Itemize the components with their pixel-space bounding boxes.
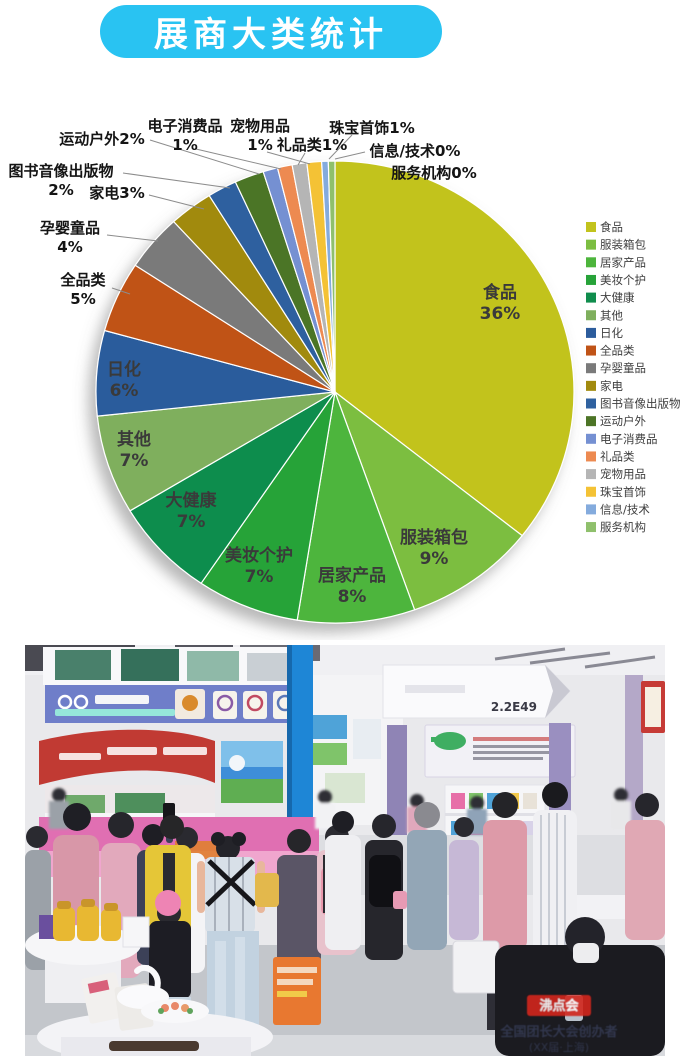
legend-item-15: 珠宝首饰 [586, 485, 646, 499]
leader-line-16 [334, 151, 366, 160]
slice-label-2: 居家产品 8% [318, 565, 386, 607]
legend-item-0: 食品 [586, 220, 623, 234]
legend-item-12: 电子消费品 [586, 432, 658, 446]
pie-slice-3 [200, 391, 336, 621]
person [533, 782, 577, 955]
legend-label-16: 信息/技术 [600, 502, 650, 516]
exhibition-photo: 2.2E49 [25, 645, 665, 1056]
slice-label-14: 宠物用品 1% [230, 117, 290, 154]
leader-line-8 [106, 234, 159, 242]
display-table-large [37, 964, 273, 1056]
legend-label-13: 礼品类 [600, 449, 635, 463]
slice-label-6: 日化 6% [107, 359, 141, 401]
person [365, 814, 407, 960]
pie-slice-17 [327, 160, 336, 393]
pie-slice-1 [334, 391, 523, 611]
leader-line-15 [328, 134, 353, 160]
legend-item-5: 其他 [586, 308, 623, 322]
legend-item-11: 运动户外 [586, 414, 646, 428]
slice-label-0: 食品 36% [480, 282, 521, 324]
legend-label-15: 珠宝首饰 [600, 485, 646, 499]
booth-number: 2.2E49 [491, 700, 537, 714]
legend-label-2: 居家产品 [600, 255, 646, 269]
leader-line-7 [111, 287, 131, 295]
pie-slice-5 [96, 391, 336, 512]
legend-item-10: 图书音像出版物 [586, 397, 681, 411]
slice-label-5: 其他 7% [117, 429, 151, 471]
person [407, 802, 447, 950]
legend-item-8: 孕婴童品 [586, 361, 646, 375]
person [255, 829, 321, 1025]
page-title: 展商大类统计 [100, 5, 442, 58]
pie-slice-4 [129, 391, 336, 584]
watermark-line1: 全国团长大会创办者 [499, 1024, 617, 1040]
legend-label-17: 服务机构 [600, 520, 646, 534]
slice-label-17: 服务机构0% [391, 164, 476, 182]
slice-label-11: 运动户外2% [59, 130, 144, 148]
leader-line-10 [122, 172, 231, 189]
slice-label-10: 图书音像出版物 2% [8, 162, 113, 199]
leader-line-11 [149, 139, 260, 175]
leader-line-9 [148, 194, 205, 210]
slice-label-7: 全品类 5% [59, 271, 106, 308]
legend-label-9: 家电 [600, 379, 623, 393]
legend-item-16: 信息/技术 [586, 502, 650, 516]
slice-label-13: 礼品类1% [277, 136, 347, 154]
pie-slice-2 [296, 391, 416, 624]
legend-item-2: 居家产品 [586, 255, 646, 269]
legend-item-1: 服装箱包 [586, 238, 646, 252]
slice-label-3: 美妆个护 7% [225, 545, 293, 587]
red-banner [39, 729, 215, 785]
person [449, 817, 479, 940]
legend-item-9: 家电 [586, 379, 623, 393]
pie-leader-lines [106, 134, 366, 295]
slice-label-4: 大健康 7% [166, 490, 218, 532]
legend-label-3: 美妆个护 [600, 273, 646, 287]
legend-label-1: 服装箱包 [600, 238, 646, 252]
watermark-line2: (XX届·上海) [529, 1040, 589, 1054]
slice-label-16: 信息/技术0% [370, 142, 461, 160]
legend-label-8: 孕婴童品 [600, 361, 646, 375]
person [325, 811, 361, 950]
legend-label-7: 全品类 [600, 344, 635, 358]
blue-poster [221, 741, 283, 803]
legend-item-6: 日化 [586, 326, 623, 340]
slice-label-8: 孕婴童品 4% [40, 219, 100, 256]
pie-slice-0 [334, 160, 575, 537]
legend-label-12: 电子消费品 [600, 432, 658, 446]
legend-item-3: 美妆个护 [586, 273, 646, 287]
pie-labels: 食品 36% 服装箱包 9% 居家产品 8% 美妆个护 7%大健康 7% 其他 7% 日化 6% 全品类 5… [8, 117, 520, 607]
page-title-text: 展商大类统计 [154, 15, 388, 55]
watermark-badge-text: 沸点会 [539, 998, 579, 1014]
chart-legend: 食品服装箱包居家产品美妆个护大健康其他日化全品类孕婴童品家电图书音像出版物运动户… [586, 220, 681, 534]
legend-item-17: 服务机构 [586, 520, 646, 534]
legend-label-4: 大健康 [600, 291, 635, 305]
leader-line-12 [195, 148, 282, 170]
arrow-sign: 2.2E49 [382, 664, 571, 719]
booth-left [43, 647, 303, 723]
legend-item-14: 宠物用品 [586, 467, 646, 481]
slice-label-1: 服装箱包 9% [400, 527, 468, 569]
slice-label-12: 电子消费品 1% [147, 117, 222, 154]
legend-label-11: 运动户外 [600, 414, 646, 428]
pie-chart: 食品 36% 服装箱包 9% 居家产品 8% 美妆个护 7%大健康 7% 其他 7% 日化 6% 全品类 5… [8, 117, 681, 624]
slice-label-15: 珠宝首饰1% [329, 119, 414, 137]
slice-label-9: 家电3% [89, 184, 144, 202]
legend-item-7: 全品类 [586, 344, 635, 358]
legend-item-13: 礼品类 [586, 449, 635, 463]
legend-item-4: 大健康 [586, 291, 635, 305]
leader-line-13 [297, 152, 306, 166]
legend-label-5: 其他 [600, 308, 623, 322]
legend-label-14: 宠物用品 [600, 467, 646, 481]
legend-label-6: 日化 [600, 326, 623, 340]
photo-watermark: 沸点会 全国团长大会创办者 (XX届·上海) [499, 995, 618, 1054]
legend-label-0: 食品 [600, 220, 623, 234]
pie-slices [95, 160, 575, 624]
leader-line-14 [266, 151, 311, 165]
legend-label-10: 图书音像出版物 [600, 397, 681, 411]
person [625, 793, 665, 940]
